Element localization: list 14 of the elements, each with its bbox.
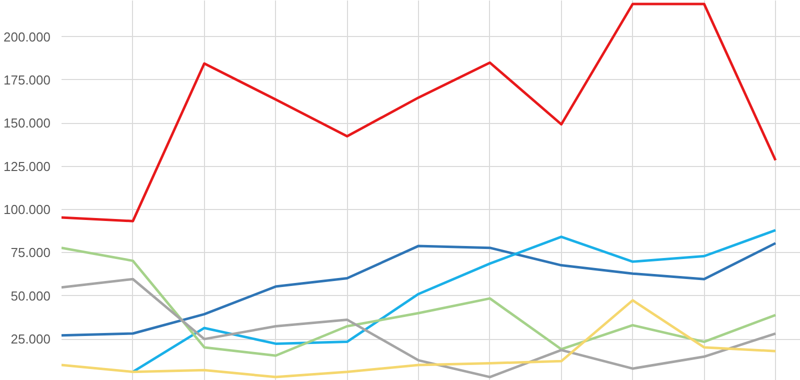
y-tick-label: 75.000 — [10, 245, 51, 260]
line-series — [62, 2, 777, 222]
y-tick-label: 150.000 — [4, 116, 51, 131]
line-series — [62, 246, 777, 357]
y-tick-label: 100.000 — [4, 202, 51, 217]
y-tick-label: 125.000 — [4, 158, 51, 174]
line-series — [132, 228, 777, 374]
y-tick-label: 175.000 — [4, 72, 51, 88]
y-tick-label: 25.000 — [10, 332, 51, 347]
line-series — [62, 299, 777, 378]
line-series — [62, 278, 777, 378]
line-series — [62, 242, 777, 337]
y-tick-label: 50.000 — [10, 288, 51, 304]
y-tick-label: 200.000 — [4, 29, 51, 44]
